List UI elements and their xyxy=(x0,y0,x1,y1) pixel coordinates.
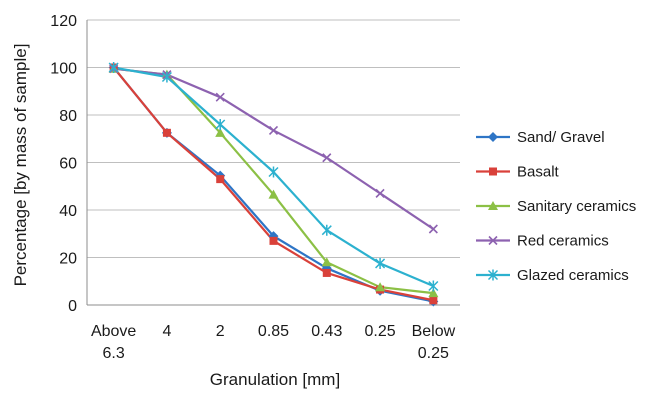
legend-marker xyxy=(488,132,498,142)
data-point xyxy=(321,257,332,267)
x-tick-label-line: Above xyxy=(91,323,136,340)
legend-item: Basalt xyxy=(476,164,560,181)
y-axis-label: Percentage [by mass of sample] xyxy=(11,44,30,287)
x-tick-label: Below 0.25 xyxy=(412,323,456,362)
series-markers xyxy=(108,62,439,307)
y-tick-label: 100 xyxy=(50,61,77,78)
x-tick-label-line: 0.43 xyxy=(311,323,342,340)
legend-marker xyxy=(488,235,498,246)
y-axis-ticks: 0 20 40 60 80 100 120 xyxy=(50,13,77,315)
legend-label: Sand/ Gravel xyxy=(517,129,605,146)
x-tick-label-line: 4 xyxy=(162,323,171,340)
x-tick-label-line: 0.85 xyxy=(258,323,289,340)
data-point xyxy=(215,119,226,130)
y-tick-label: 60 xyxy=(59,156,77,173)
x-tick-label: 0.85 xyxy=(258,323,289,340)
legend: Sand/ Gravel Basalt Sanitary ceramics Red c… xyxy=(476,129,636,284)
data-point xyxy=(268,189,279,199)
legend-label: Sanitary ceramics xyxy=(517,198,636,215)
x-tick-label-line: Below xyxy=(412,323,456,340)
y-tick-label: 20 xyxy=(59,251,77,268)
data-point xyxy=(322,153,332,163)
data-point xyxy=(428,224,438,234)
legend-label: Glazed ceramics xyxy=(517,267,629,284)
y-tick-label: 120 xyxy=(50,13,77,30)
data-point xyxy=(216,175,225,184)
data-point xyxy=(162,128,171,137)
legend-item: Red ceramics xyxy=(476,233,609,250)
legend-marker xyxy=(487,269,499,281)
data-point xyxy=(375,282,386,292)
x-tick-label: 0.25 xyxy=(365,323,396,340)
legend-item: Glazed ceramics xyxy=(476,267,629,284)
data-point xyxy=(268,125,279,136)
x-tick-label: 4 xyxy=(162,323,171,340)
x-tick-label-line: 0.25 xyxy=(365,323,396,340)
data-point xyxy=(161,71,172,83)
data-point xyxy=(268,166,279,178)
y-tick-label: 0 xyxy=(68,298,77,315)
series-line xyxy=(113,67,434,230)
x-tick-label-line: 0.25 xyxy=(418,345,449,362)
legend-marker xyxy=(488,201,498,210)
x-tick-label-line: 6.3 xyxy=(103,345,125,362)
legend-item: Sand/ Gravel xyxy=(476,129,605,146)
x-axis-label: Granulation [mm] xyxy=(210,370,340,389)
data-point xyxy=(215,127,226,137)
data-point xyxy=(321,224,332,236)
series-lines xyxy=(112,66,434,303)
data-point xyxy=(215,92,225,102)
x-tick-label: 0.43 xyxy=(311,323,342,340)
data-point xyxy=(375,188,385,198)
data-point xyxy=(108,62,119,73)
y-tick-label: 80 xyxy=(59,108,77,125)
series-line xyxy=(113,67,434,295)
gridlines xyxy=(86,19,460,306)
legend-label: Basalt xyxy=(517,164,560,181)
data-point xyxy=(428,288,439,298)
data-point xyxy=(322,268,331,277)
data-point xyxy=(428,280,439,292)
data-point xyxy=(269,236,278,245)
data-point xyxy=(429,296,438,305)
y-tick-label: 40 xyxy=(59,203,77,220)
x-axis-ticks: Above 6.3 4 2 0.85 0.43 0.25 Below 0.25 xyxy=(91,323,456,362)
data-point xyxy=(375,257,386,269)
x-tick-label: Above 6.3 xyxy=(91,323,136,362)
x-tick-label-line: 2 xyxy=(216,323,225,340)
legend-label: Red ceramics xyxy=(517,233,609,250)
legend-marker xyxy=(489,167,497,176)
legend-item: Sanitary ceramics xyxy=(476,198,636,215)
x-tick-label: 2 xyxy=(216,323,225,340)
